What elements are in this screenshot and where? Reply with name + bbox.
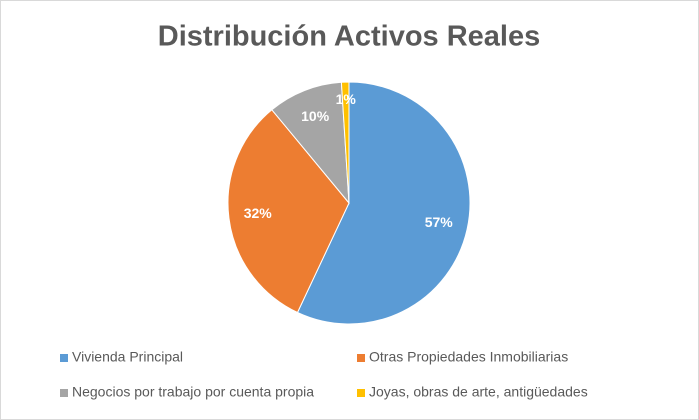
legend-swatch (357, 354, 365, 362)
pie-slice (340, 81, 350, 204)
chart-title: Distribución Activos Reales (158, 21, 540, 53)
legend-swatch (60, 354, 68, 362)
data-label: 10% (301, 108, 330, 124)
data-label: 1% (336, 91, 357, 107)
data-label: 32% (244, 205, 273, 221)
legend-label: Vivienda Principal (72, 349, 183, 365)
pie-slice (296, 81, 471, 325)
legend-label: Joyas, obras de arte, antigüedades (369, 384, 588, 400)
pie-slice (271, 81, 350, 205)
pie-slice (227, 109, 350, 314)
legend-swatch (357, 389, 365, 397)
legend-label: Otras Propiedades Inmobiliarias (369, 349, 568, 365)
legend-swatch (60, 389, 68, 397)
data-label: 57% (425, 214, 454, 230)
legend-label: Negocios por trabajo por cuenta propia (72, 384, 314, 400)
